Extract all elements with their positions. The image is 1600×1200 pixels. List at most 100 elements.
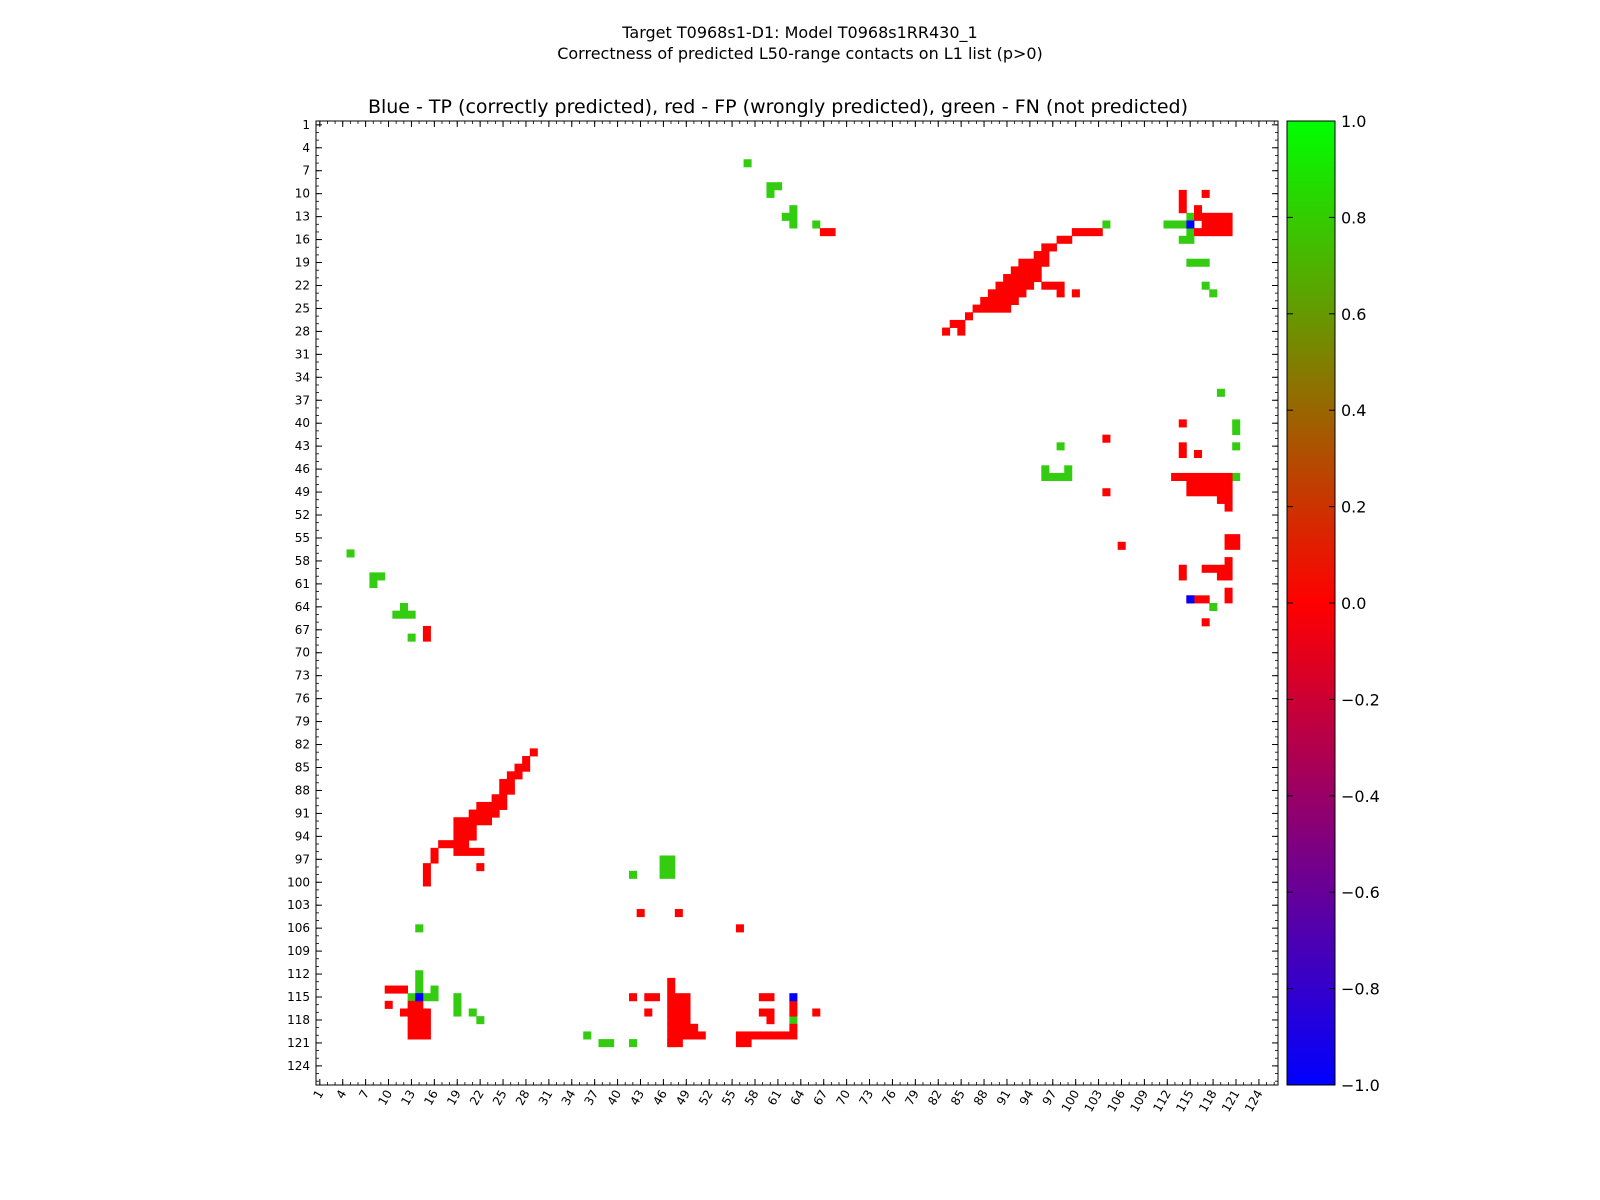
fp-cell [766, 1031, 775, 1040]
fp-cell [1224, 488, 1233, 497]
y-tick-label: 76 [295, 692, 310, 706]
fp-cell [789, 1008, 798, 1017]
fn-cell [1186, 228, 1195, 237]
fp-cell [1178, 572, 1187, 581]
x-tick-label: 28 [513, 1088, 533, 1108]
y-tick-label: 79 [295, 715, 310, 729]
fp-cell [789, 1023, 798, 1032]
fn-cell [1041, 465, 1050, 474]
fn-cell [1201, 281, 1210, 290]
fn-cell [415, 977, 424, 986]
fp-cell [1216, 480, 1225, 489]
x-tick-label: 43 [627, 1088, 647, 1108]
fn-cell [598, 1039, 607, 1048]
colorbar-tick-label: 1.0 [1341, 112, 1366, 131]
fp-cell [751, 1031, 760, 1040]
fn-cell [415, 970, 424, 979]
fp-cell [1010, 296, 1019, 306]
fp-cell [1003, 281, 1012, 290]
fn-cell [743, 159, 752, 168]
fn-cell [766, 182, 775, 191]
fp-cell [476, 801, 485, 810]
contact-cells [346, 159, 1241, 1048]
fp-cell [674, 1016, 683, 1025]
fp-cell [667, 993, 676, 1002]
x-tick-label: 106 [1105, 1088, 1129, 1115]
fp-cell [1094, 228, 1103, 237]
fp-cell [491, 801, 500, 810]
fp-cell [980, 296, 989, 306]
y-tick-label: 25 [295, 301, 310, 315]
fp-cell [1232, 534, 1241, 543]
fp-cell [1224, 534, 1233, 543]
fp-cell [1178, 205, 1187, 214]
fp-cell [1216, 495, 1225, 504]
fp-cell [415, 1008, 424, 1017]
y-tick-label: 46 [295, 462, 310, 476]
fp-cell [682, 1031, 691, 1040]
y-tick-label: 115 [287, 990, 310, 1004]
fp-cell [1232, 541, 1241, 550]
fn-cell [789, 212, 798, 221]
fn-cell [606, 1039, 615, 1048]
fp-cell [957, 327, 966, 336]
fp-cell [995, 281, 1004, 290]
fn-cell [407, 993, 416, 1002]
fp-cell [743, 1031, 752, 1040]
fp-cell [651, 993, 660, 1002]
fp-cell [1026, 274, 1035, 283]
colorbar-tick-label: 0.0 [1341, 594, 1366, 613]
colorbar-ticks: −1.0 −0.8 −0.6 −0.4 −0.2 0.0 0.2 0.4 0.6 0.8 1.0 [1287, 112, 1380, 1095]
fp-cell [1041, 258, 1050, 267]
fp-cell [1216, 212, 1225, 221]
y-tick-label: 100 [287, 875, 310, 889]
x-tick-label: 85 [948, 1088, 968, 1108]
fp-cell [1010, 266, 1019, 275]
x-tick-label: 55 [719, 1088, 739, 1108]
fp-cell [453, 847, 462, 856]
fp-cell [980, 304, 989, 313]
fp-cell [1209, 564, 1218, 573]
fp-cell [1194, 595, 1203, 604]
fp-cell [1033, 266, 1042, 275]
fp-cell [1224, 495, 1233, 504]
fp-cell [415, 1000, 424, 1009]
fn-cell [1201, 258, 1210, 267]
fp-cell [1064, 235, 1073, 244]
x-tick-label: 103 [1082, 1088, 1106, 1115]
fp-cell [987, 289, 996, 298]
fp-cell [682, 1008, 691, 1017]
fp-cell [1003, 296, 1012, 306]
x-tick-label: 76 [879, 1088, 899, 1108]
colorbar-tick-label: −0.6 [1341, 883, 1380, 902]
fp-cell [1171, 472, 1180, 481]
fp-cell [1010, 281, 1019, 290]
fn-cell [1186, 235, 1195, 244]
fp-cell [644, 1008, 653, 1017]
x-tick-label: 67 [811, 1088, 831, 1108]
y-tick-label: 97 [295, 852, 310, 866]
figure-suptitle-line-1: Target T0968s1-D1: Model T0968s1RR430_1 [622, 23, 978, 42]
fp-cell [483, 809, 492, 818]
fp-cell [1224, 557, 1233, 566]
x-tick-label: 40 [604, 1088, 624, 1108]
x-tick-label: 34 [559, 1088, 579, 1108]
fp-cell [995, 289, 1004, 298]
fp-cell [1071, 228, 1080, 237]
y-tick-label: 82 [295, 738, 310, 752]
x-tick-label: 37 [582, 1088, 602, 1108]
y-tick-label: 91 [295, 806, 310, 820]
y-tick-label: 34 [295, 370, 310, 384]
x-tick-label: 118 [1196, 1088, 1220, 1115]
fp-cell [1117, 541, 1126, 550]
y-tick-label: 67 [295, 623, 310, 637]
fp-cell [682, 1023, 691, 1032]
colorbar-tick-label: −0.8 [1341, 980, 1380, 999]
fp-cell [1178, 472, 1187, 481]
fp-cell [422, 633, 431, 642]
fp-cell [674, 1008, 683, 1017]
fp-cell [1056, 281, 1065, 290]
x-tick-label: 25 [490, 1088, 510, 1108]
fn-cell [453, 1008, 462, 1017]
fn-cell [766, 189, 775, 198]
